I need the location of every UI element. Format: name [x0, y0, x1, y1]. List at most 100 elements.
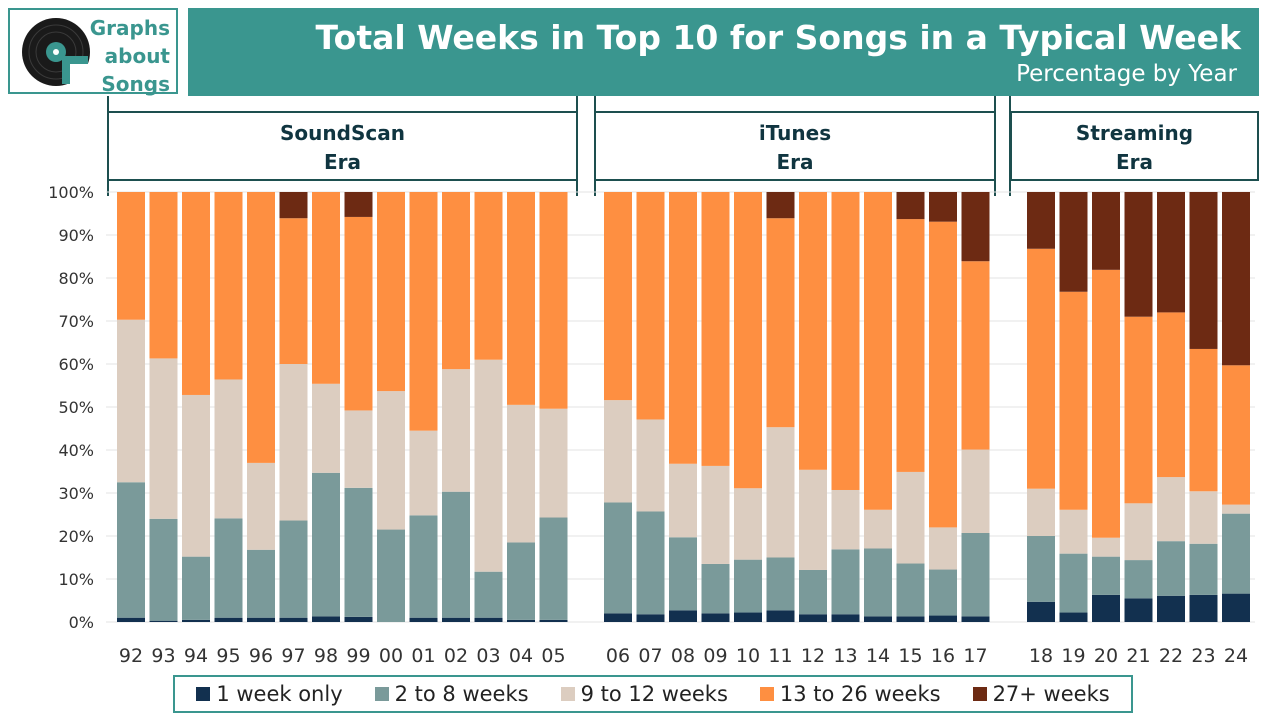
bar-segment	[507, 192, 535, 405]
bar-segment	[149, 358, 178, 519]
legend-item-1-week: 1 week only	[196, 682, 343, 706]
bar-segment	[409, 515, 438, 618]
x-tick-label: 18	[1029, 645, 1053, 667]
legend-item-13-to-26: 13 to 26 weeks	[759, 682, 941, 706]
bar-segment	[247, 192, 275, 463]
bar-segment	[896, 192, 925, 220]
bar-segment	[604, 502, 632, 614]
bar-segment	[799, 469, 827, 570]
bar-segment	[474, 359, 503, 572]
bar-segment	[279, 364, 308, 521]
bar-segment	[799, 569, 827, 615]
bar-segment	[214, 617, 243, 622]
era-label-streaming: Streaming Era	[1010, 111, 1259, 181]
bar-segment	[1222, 365, 1250, 505]
bar-segment	[864, 192, 892, 510]
bar-segment	[149, 620, 178, 622]
bar-segment	[474, 192, 503, 360]
bar-segment	[766, 610, 795, 622]
y-tick-label: 40%	[58, 441, 94, 460]
bar-segment	[1027, 536, 1055, 602]
x-tick-label: 19	[1061, 645, 1085, 667]
legend-label: 1 week only	[216, 682, 343, 706]
bar-segment	[799, 192, 827, 470]
bar-segment	[1124, 316, 1153, 504]
bar-segment	[669, 463, 697, 538]
bar-segment	[604, 613, 632, 622]
x-tick-label: 99	[346, 645, 370, 667]
era-label-soundscan: SoundScan Era	[107, 111, 578, 181]
bar-segment	[1092, 556, 1120, 595]
bar-segment	[117, 319, 145, 483]
legend-label: 9 to 12 weeks	[580, 682, 728, 706]
bar-segment	[669, 537, 697, 611]
x-tick-label: 05	[541, 645, 565, 667]
bar-segment	[1027, 248, 1055, 489]
bar-segment	[734, 488, 762, 560]
bar-segment	[1222, 593, 1250, 622]
bar-segment	[896, 563, 925, 617]
bar-segment	[896, 219, 925, 472]
bar-segment	[864, 548, 892, 617]
bar-segment	[1092, 269, 1120, 538]
x-tick-label: 10	[736, 645, 760, 667]
bar-segment	[604, 400, 632, 503]
x-tick-label: 12	[801, 645, 825, 667]
bar-segment	[929, 221, 957, 528]
bar-segment	[1157, 312, 1185, 478]
chart-title: Total Weeks in Top 10 for Songs in a Typ…	[315, 18, 1241, 57]
y-tick-label: 60%	[58, 355, 94, 374]
bar-segment	[1189, 594, 1218, 622]
bar-segment	[312, 192, 340, 384]
bar-segment	[734, 559, 762, 613]
bar-segment	[734, 192, 762, 489]
legend-swatch	[374, 687, 389, 701]
legend-label: 13 to 26 weeks	[779, 682, 941, 706]
bar-segment	[1189, 348, 1218, 492]
bar-segment	[961, 261, 990, 450]
bar-segment	[1189, 491, 1218, 544]
bar-segment	[344, 616, 373, 622]
bar-segment	[1157, 477, 1185, 542]
y-tick-label: 80%	[58, 269, 94, 288]
bar-segment	[1124, 192, 1153, 317]
bar-segment	[214, 192, 243, 380]
x-tick-label: 11	[768, 645, 792, 667]
bar-segment	[149, 192, 178, 359]
legend-item-27-plus: 27+ weeks	[972, 682, 1110, 706]
bar-segment	[507, 542, 535, 620]
bar-segment	[669, 192, 697, 464]
bar-segment	[377, 391, 405, 530]
bar-segment	[1124, 560, 1153, 599]
bar-segment	[474, 571, 503, 618]
bar-segment	[896, 616, 925, 622]
logo-line-1: Graphs	[89, 16, 170, 40]
legend-swatch	[196, 687, 211, 701]
x-tick-label: 04	[509, 645, 533, 667]
logo-text: Graphs about Songs	[90, 14, 170, 98]
bar-segment	[1027, 488, 1055, 536]
bar-segment	[1092, 594, 1120, 622]
bar-segment	[279, 218, 308, 364]
bar-segment	[1027, 601, 1055, 622]
era-name: SoundScan	[280, 121, 405, 145]
bar-segment	[929, 615, 957, 622]
x-tick-label: 24	[1224, 645, 1248, 667]
y-tick-label: 10%	[58, 570, 94, 589]
bar-segment	[214, 379, 243, 519]
bar-segment	[377, 192, 405, 392]
bar-segment	[182, 556, 210, 620]
legend-label: 27+ weeks	[992, 682, 1110, 706]
bar-segment	[539, 408, 568, 518]
bar-segment	[961, 532, 990, 617]
bar-segment	[442, 617, 470, 622]
legend-swatch	[759, 687, 774, 701]
bar-segment	[409, 192, 438, 431]
bar-segment	[182, 192, 210, 395]
x-tick-label: 06	[606, 645, 630, 667]
bar-segment	[1059, 612, 1088, 622]
legend-item-2-to-8: 2 to 8 weeks	[374, 682, 529, 706]
legend-item-9-to-12: 9 to 12 weeks	[560, 682, 728, 706]
bar-segment	[766, 557, 795, 611]
